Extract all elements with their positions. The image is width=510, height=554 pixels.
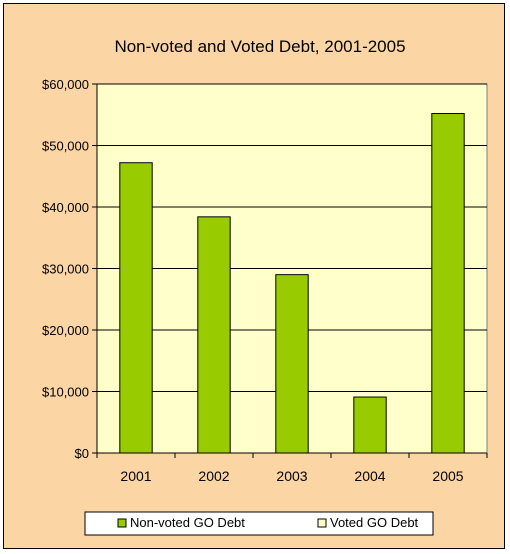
legend-box (84, 511, 434, 536)
bar-2004 (353, 396, 387, 454)
bar-2005 (431, 113, 465, 454)
bar-2002 (197, 216, 231, 454)
x-axis-ticks: 2001 2002 2003 2004 2005 (96, 453, 488, 484)
y-tick-label: $60,000 (42, 77, 89, 92)
y-tick-label: $20,000 (42, 323, 89, 338)
chart-frame: Non-voted and Voted Debt, 2001-2005 $0 $1… (3, 3, 505, 549)
x-tick-label: 2001 (120, 468, 151, 484)
legend-swatch (117, 518, 127, 528)
chart-title: Non-voted and Voted Debt, 2001-2005 (114, 37, 405, 56)
x-tick-label: 2002 (198, 468, 229, 484)
legend-label: Voted GO Debt (330, 515, 419, 530)
x-tick-label: 2005 (432, 468, 463, 484)
legend-label: Non-voted GO Debt (130, 515, 245, 530)
y-tick-label: $50,000 (42, 139, 89, 154)
y-tick-label: $30,000 (42, 262, 89, 277)
bar-2003 (275, 274, 309, 454)
bar-2001 (119, 162, 153, 454)
bar-chart: Non-voted and Voted Debt, 2001-2005 $0 $1… (42, 37, 488, 536)
y-tick-label: $0 (75, 446, 89, 461)
x-tick-label: 2003 (276, 468, 307, 484)
gridlines (97, 83, 487, 392)
legend: Non-voted GO Debt Voted GO Debt (84, 511, 434, 536)
y-axis-ticks: $0 $10,000 $20,000 $30,000 $40,000 $50,000 $60… (42, 77, 97, 461)
legend-swatch (317, 518, 327, 528)
x-tick-label: 2004 (354, 468, 385, 484)
y-tick-label: $40,000 (42, 200, 89, 215)
y-tick-label: $10,000 (42, 385, 89, 400)
